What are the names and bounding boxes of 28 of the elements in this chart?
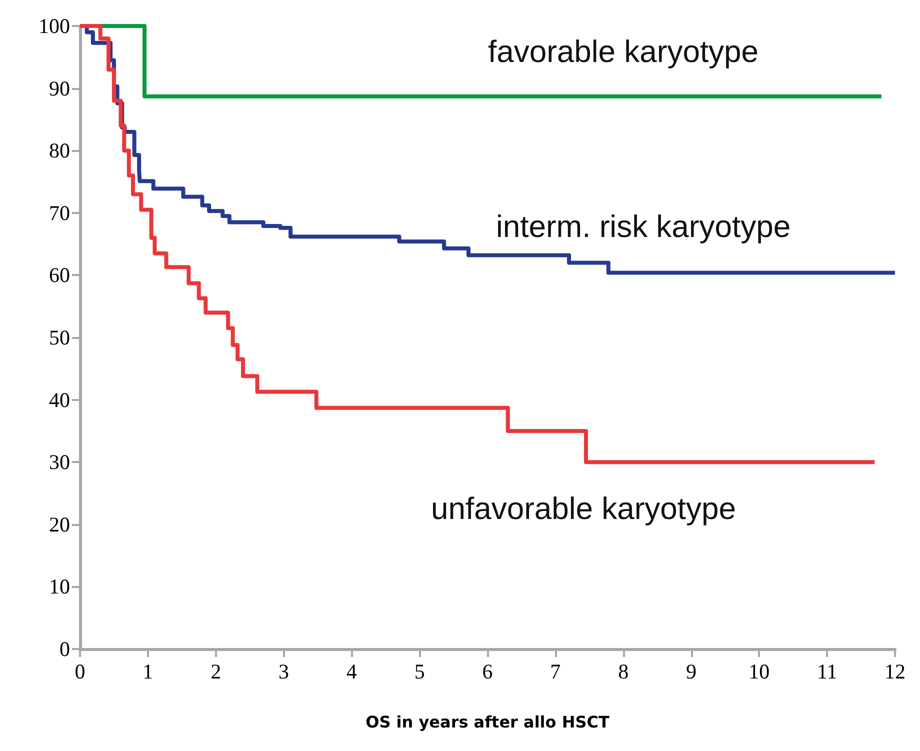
y-tick-label: 70: [49, 200, 70, 225]
y-tick-label: 30: [49, 450, 70, 474]
x-tick-label: 5: [414, 660, 425, 684]
x-tick-label: 2: [210, 660, 222, 684]
y-tick-label: 10: [49, 574, 70, 599]
x-tick-label: 9: [686, 660, 696, 684]
y-tick-label: 80: [49, 138, 70, 163]
y-tick-label: 60: [49, 263, 70, 288]
x-tick-label: 8: [618, 660, 629, 684]
y-tick-label: 20: [49, 512, 70, 536]
x-tick-label: 7: [550, 660, 561, 684]
x-tick-label: 11: [816, 660, 838, 684]
y-tick-label: 50: [49, 326, 70, 350]
x-axis-title: OS in years after allo HSCT: [366, 712, 610, 732]
series-label: favorable karyotype: [488, 34, 759, 69]
series-label: unfavorable karyotype: [431, 491, 736, 526]
x-tick-label: 3: [278, 660, 289, 684]
y-tick-label: 90: [49, 76, 70, 100]
y-tick-label: 0: [60, 637, 70, 661]
x-tick-label: 0: [74, 660, 86, 684]
x-tick-label: 4: [346, 660, 358, 684]
series-label: interm. risk karyotype: [496, 209, 791, 244]
x-tick-label: 1: [142, 660, 154, 684]
y-tick-label: 40: [49, 388, 70, 412]
x-tick-label: 6: [482, 660, 493, 684]
x-tick-label: 12: [884, 660, 906, 684]
y-tick-label: 100: [38, 14, 70, 38]
x-tick-label: 10: [748, 660, 770, 684]
